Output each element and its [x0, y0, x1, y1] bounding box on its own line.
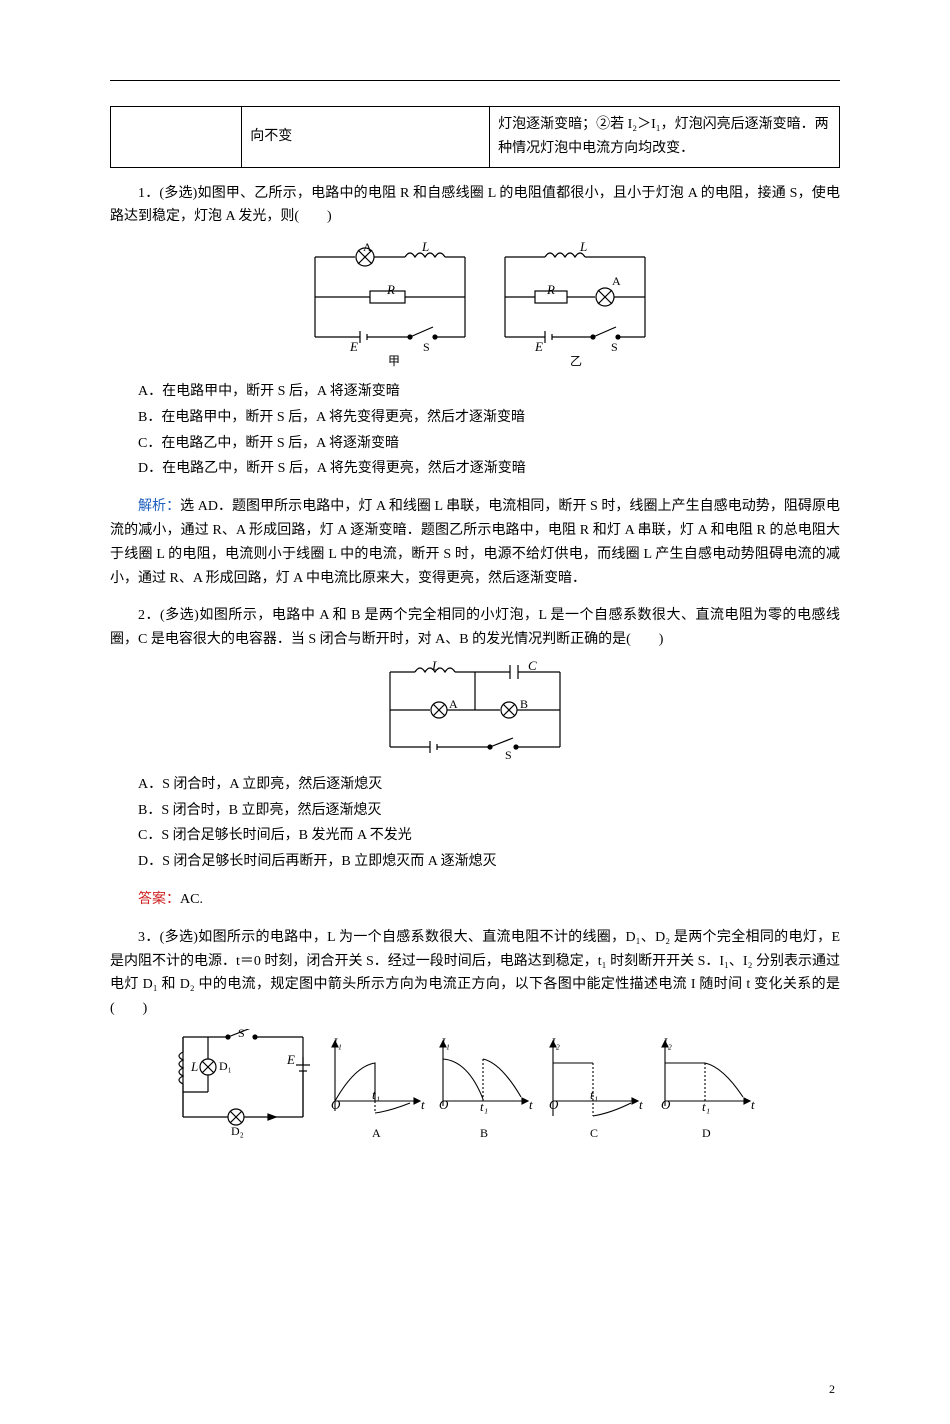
axis-t-A: t — [421, 1097, 425, 1112]
axis-O-B: O — [439, 1097, 449, 1112]
axis-O-A: O — [331, 1097, 341, 1112]
q2-answer: 答案：AC. — [110, 888, 840, 912]
q1-option-C: C．在电路乙中，断开 S 后，A 将逐渐变暗 — [110, 432, 840, 456]
table-row: 向不变 灯泡逐渐变暗；②若 I₂＞I₁，灯泡闪亮后逐渐变暗．两种情况灯泡中电流方… — [111, 107, 840, 168]
label-S: S — [238, 1029, 245, 1040]
label-R: R — [386, 282, 395, 297]
label-E: E — [286, 1052, 295, 1067]
label-jia: 甲 — [388, 354, 400, 367]
axis-O-D: O — [661, 1097, 671, 1112]
label-L: L — [190, 1059, 198, 1074]
graph-B-label: B — [480, 1126, 488, 1140]
label-S2: S — [611, 340, 618, 354]
analysis-label: 解析： — [138, 499, 180, 514]
axis-I2-D: I₂ — [662, 1035, 672, 1050]
q1-analysis: 解析：选 AD．题图甲所示电路中，灯 A 和线圈 L 串联，电流相同，断开 S … — [110, 495, 840, 590]
graph-D-label: D — [702, 1126, 711, 1140]
axis-t1-B: t₁ — [480, 1099, 488, 1114]
axis-t1-A: t₁ — [372, 1087, 380, 1102]
label-R2: R — [546, 282, 555, 297]
label-E: E — [349, 339, 358, 354]
q1-option-D: D．在电路乙中，断开 S 后，A 将先变得更亮，然后才逐渐变暗 — [110, 457, 840, 481]
label-L2: L — [579, 239, 587, 254]
label-D2: D₂ — [231, 1124, 244, 1138]
axis-I1-A: I₁ — [332, 1035, 342, 1050]
graph-A-label: A — [372, 1126, 381, 1140]
q2-figure: L C A B S — [110, 660, 840, 769]
q2-stem: 2．(多选)如图所示，电路中 A 和 B 是两个完全相同的小灯泡，L 是一个自感… — [110, 604, 840, 652]
label-A: A — [363, 240, 372, 254]
label-L: L — [431, 660, 439, 673]
circuit-jia-yi-icon: A L R E S 甲 L — [295, 237, 655, 367]
label-E2: E — [534, 339, 543, 354]
label-A2: A — [612, 274, 621, 288]
answer-label: 答案： — [138, 892, 180, 907]
q1-option-B: B．在电路甲中，断开 S 后，A 将先变得更亮，然后才逐渐变暗 — [110, 406, 840, 430]
axis-I2-C: I₂ — [550, 1035, 560, 1050]
label-yi: 乙 — [570, 354, 582, 367]
axis-t-B: t — [529, 1097, 533, 1112]
label-S: S — [423, 340, 430, 354]
circuit-lc-icon: L C A B S — [370, 660, 580, 760]
q1-figure: A L R E S 甲 L — [110, 237, 840, 376]
circuit-and-graphs-icon: L S D₁ E D₂ I₁ t₁ t O A I₁ t₁ t O B — [175, 1029, 775, 1144]
q3-figure: L S D₁ E D₂ I₁ t₁ t O A I₁ t₁ t O B — [110, 1029, 840, 1153]
q1-stem: 1．(多选)如图甲、乙所示，电路中的电阻 R 和自感线圈 L 的电阻值都很小，且… — [110, 182, 840, 230]
axis-t1-C: t₁ — [590, 1087, 598, 1102]
top-rule — [110, 80, 840, 81]
axis-t-D: t — [751, 1097, 755, 1112]
axis-I1-B: I₁ — [440, 1035, 450, 1050]
graph-C-label: C — [590, 1126, 598, 1140]
label-A: A — [449, 697, 458, 711]
label-L: L — [421, 239, 429, 254]
table-fragment: 向不变 灯泡逐渐变暗；②若 I₂＞I₁，灯泡闪亮后逐渐变暗．两种情况灯泡中电流方… — [110, 106, 840, 168]
q1-option-A: A．在电路甲中，断开 S 后，A 将逐渐变暗 — [110, 380, 840, 404]
axis-O-C: O — [549, 1097, 559, 1112]
analysis-body: 选 AD．题图甲所示电路中，灯 A 和线圈 L 串联，电流相同，断开 S 时，线… — [110, 499, 840, 585]
cell-right: 灯泡逐渐变暗；②若 I₂＞I₁，灯泡闪亮后逐渐变暗．两种情况灯泡中电流方向均改变… — [490, 107, 840, 168]
cell-mid: 向不变 — [242, 107, 490, 168]
label-B: B — [520, 697, 528, 711]
axis-t1-D: t₁ — [702, 1099, 710, 1114]
label-D1: D₁ — [219, 1059, 232, 1073]
q2-option-D: D．S 闭合足够长时间后再断开，B 立即熄灭而 A 逐渐熄灭 — [110, 850, 840, 874]
page-number: 2 — [829, 1379, 835, 1399]
answer-body: AC. — [180, 892, 203, 907]
q2-option-C: C．S 闭合足够长时间后，B 发光而 A 不发光 — [110, 824, 840, 848]
cell-left — [111, 107, 242, 168]
label-C: C — [528, 660, 537, 673]
q2-option-B: B．S 闭合时，B 立即亮，然后逐渐熄灭 — [110, 799, 840, 823]
q3-stem: 3．(多选)如图所示的电路中，L 为一个自感系数很大、直流电阻不计的线圈，D₁、… — [110, 926, 840, 1021]
q2-option-A: A．S 闭合时，A 立即亮，然后逐渐熄灭 — [110, 773, 840, 797]
axis-t-C: t — [639, 1097, 643, 1112]
label-S: S — [505, 748, 512, 760]
